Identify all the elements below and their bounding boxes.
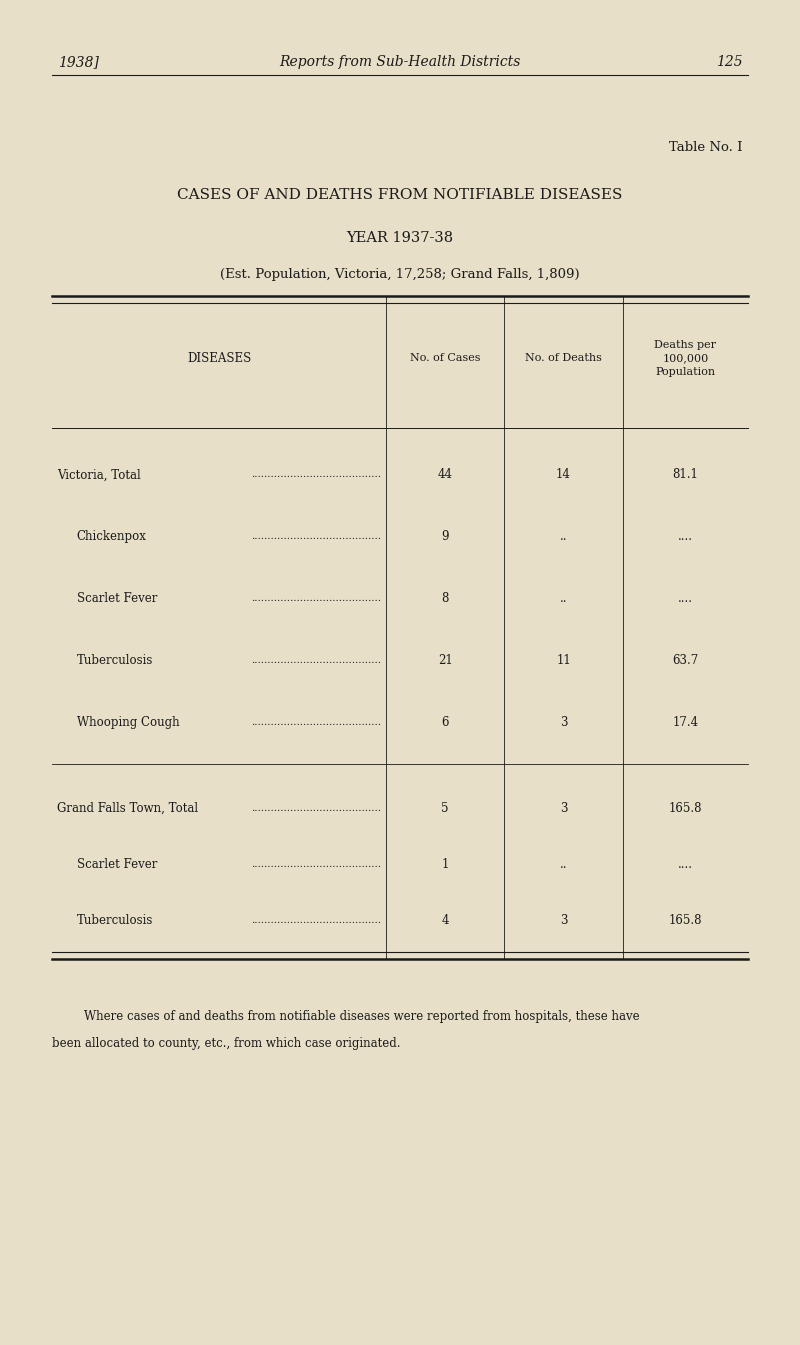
Text: Chickenpox: Chickenpox [77,530,146,543]
Text: ..: .. [560,530,567,543]
Text: 9: 9 [442,530,449,543]
Text: 1938]: 1938] [58,55,98,69]
Text: Tuberculosis: Tuberculosis [77,913,153,927]
Text: ........................................: ........................................ [251,859,382,869]
Text: 5: 5 [442,802,449,815]
Text: 21: 21 [438,654,453,667]
Text: ........................................: ........................................ [251,718,382,726]
Text: 3: 3 [560,913,567,927]
Text: 165.8: 165.8 [669,802,702,815]
Text: ..: .. [560,592,567,605]
Text: 3: 3 [560,802,567,815]
Text: Deaths per
100,000
Population: Deaths per 100,000 Population [654,340,716,377]
Text: YEAR 1937-38: YEAR 1937-38 [346,231,454,245]
Text: ........................................: ........................................ [251,916,382,925]
Text: Reports from Sub-Health Districts: Reports from Sub-Health Districts [279,55,521,69]
Text: DISEASES: DISEASES [187,352,251,364]
Text: ....: .... [678,592,693,605]
Text: No. of Cases: No. of Cases [410,354,481,363]
Text: 3: 3 [560,716,567,729]
Text: 4: 4 [442,913,449,927]
Text: 8: 8 [442,592,449,605]
Text: been allocated to county, etc., from which case originated.: been allocated to county, etc., from whi… [52,1037,401,1050]
Text: ........................................: ........................................ [251,594,382,603]
Text: 11: 11 [556,654,571,667]
Text: 63.7: 63.7 [672,654,698,667]
Text: 81.1: 81.1 [673,468,698,482]
Text: CASES OF AND DEATHS FROM NOTIFIABLE DISEASES: CASES OF AND DEATHS FROM NOTIFIABLE DISE… [178,188,622,202]
Text: 125: 125 [716,55,742,69]
Text: ....: .... [678,530,693,543]
Text: ....: .... [678,858,693,870]
Text: ........................................: ........................................ [251,803,382,812]
Text: 44: 44 [438,468,453,482]
Text: ........................................: ........................................ [251,471,382,479]
Text: No. of Deaths: No. of Deaths [525,354,602,363]
Text: ........................................: ........................................ [251,656,382,664]
Text: Tuberculosis: Tuberculosis [77,654,153,667]
Text: Grand Falls Town, Total: Grand Falls Town, Total [57,802,198,815]
Text: (Est. Population, Victoria, 17,258; Grand Falls, 1,809): (Est. Population, Victoria, 17,258; Gran… [220,268,580,281]
Text: ..: .. [560,858,567,870]
Text: ........................................: ........................................ [251,533,382,541]
Text: Whooping Cough: Whooping Cough [77,716,179,729]
Text: 14: 14 [556,468,571,482]
Text: Table No. I: Table No. I [669,141,742,155]
Text: Where cases of and deaths from notifiable diseases were reported from hospitals,: Where cases of and deaths from notifiabl… [84,1010,640,1024]
Text: Scarlet Fever: Scarlet Fever [77,858,157,870]
Text: Scarlet Fever: Scarlet Fever [77,592,157,605]
Text: 1: 1 [442,858,449,870]
Text: 6: 6 [442,716,449,729]
Text: Victoria, Total: Victoria, Total [57,468,141,482]
Text: 17.4: 17.4 [672,716,698,729]
Text: 165.8: 165.8 [669,913,702,927]
